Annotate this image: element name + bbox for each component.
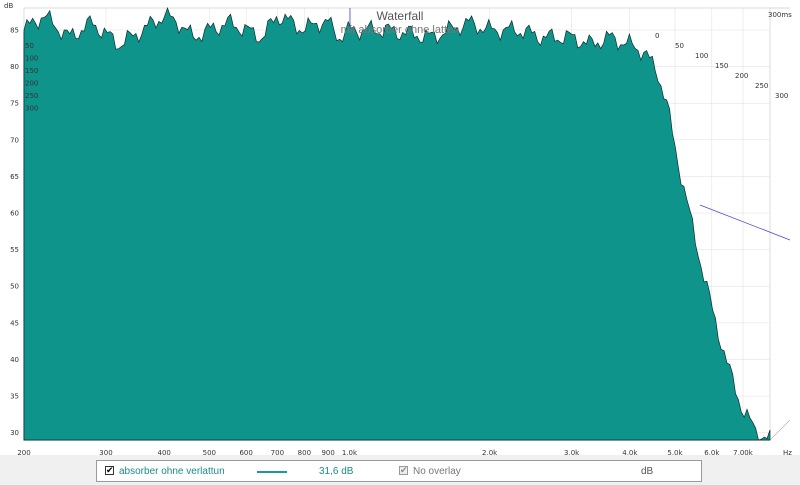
y-tick-label: 55	[10, 246, 19, 254]
chart-subtitle: mit absorber ohne latten	[341, 24, 460, 36]
time-tick-label: 100	[695, 52, 708, 60]
cursor-line-h	[699, 204, 791, 241]
time-tick-label: 0	[655, 32, 659, 40]
y-tick-label: 70	[10, 136, 19, 144]
series-line-swatch	[257, 471, 287, 473]
time-tick-label-inner: 300	[25, 105, 38, 113]
time-tick-label-inner: 150	[25, 67, 38, 75]
time-tick-label-inner: 250	[25, 92, 38, 100]
unit-label: dB	[641, 466, 654, 477]
x-tick-label: 400	[157, 449, 170, 455]
x-tick-label: 200	[17, 449, 30, 455]
time-tick-label: 250	[755, 82, 768, 90]
y-tick-label: 80	[10, 63, 19, 71]
time-tick-label: 50	[675, 42, 684, 50]
chart-title: Waterfall	[377, 9, 424, 23]
depth-line	[769, 419, 791, 441]
legend-bar: ✔ absorber ohne verlattun 31,6 dB ✔ No o…	[96, 460, 702, 482]
x-tick-label: 900	[321, 449, 334, 455]
overlay-checkbox[interactable]: ✔	[399, 465, 408, 475]
overlay-label: No overlay	[413, 466, 461, 477]
x-tick-label: 6,0k	[704, 449, 720, 455]
y-tick-label: 85	[10, 26, 19, 34]
waterfall-chart: 30 35 40 45 50 55 60 65 70 75 80 85 dB 200 300 400 500 60…	[0, 0, 800, 455]
time-axis-unit: 300ms	[768, 11, 792, 19]
y-tick-label: 35	[10, 393, 19, 401]
y-tick-label: 60	[10, 210, 19, 218]
waterfall-slices	[23, 6, 771, 441]
y-axis-label: dB	[4, 2, 13, 10]
time-tick-label-inner: 100	[25, 55, 38, 63]
time-tick-label: 200	[735, 72, 748, 80]
y-tick-label: 65	[10, 173, 19, 181]
y-tick-label: 30	[10, 429, 19, 437]
x-tick-label: 2,0k	[482, 449, 498, 455]
x-tick-label: 300	[99, 449, 112, 455]
series-label: absorber ohne verlattun	[119, 466, 225, 477]
series-checkbox[interactable]: ✔	[105, 465, 114, 475]
x-tick-label: 1,0k	[342, 449, 358, 455]
time-tick-label-inner: 200	[25, 80, 38, 88]
y-tick-label: 75	[10, 100, 19, 108]
x-tick-label: 600	[239, 449, 252, 455]
time-tick-label: 300	[775, 92, 788, 100]
x-tick-label: 5,0k	[667, 449, 683, 455]
time-tick-label-inner: 50	[25, 42, 34, 50]
x-axis-unit: Hz	[783, 449, 792, 455]
x-tick-label: 800	[298, 449, 311, 455]
x-tick-label: 4,0k	[622, 449, 638, 455]
time-tick-label: 150	[715, 62, 728, 70]
x-tick-label: 7,00k	[733, 449, 754, 455]
x-tick-label: 700	[271, 449, 284, 455]
waterfall-slice	[23, 6, 771, 441]
x-tick-label: 500	[203, 449, 216, 455]
y-tick-label: 45	[10, 319, 19, 327]
x-tick-label: 3,0k	[564, 449, 580, 455]
y-tick-label: 40	[10, 356, 19, 364]
series-value: 31,6 dB	[319, 466, 354, 477]
y-tick-label: 50	[10, 283, 19, 291]
